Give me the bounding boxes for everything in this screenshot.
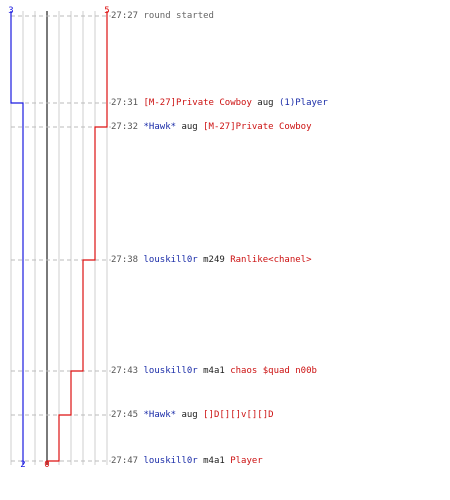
event-row: 27:32 *Hawk* aug [M-27]Private Cowboy (111, 121, 312, 133)
event-time: 27:31 (111, 98, 139, 108)
event-text: [M-27]Private Cowboy (143, 98, 252, 108)
event-row: 27:43 louskill0r m4a1 chaos $quad n00b (111, 365, 317, 377)
event-text: m249 (197, 255, 231, 265)
red-team-start-count: 5 (104, 6, 109, 16)
event-text: m4a1 (197, 456, 231, 466)
event-text: (1)Player (278, 98, 328, 108)
event-time: 27:47 (111, 456, 139, 466)
event-text: aug (176, 122, 204, 132)
event-text: *Hawk* (143, 122, 177, 132)
event-text: [M-27]Private Cowboy (203, 122, 312, 132)
event-time: 27:38 (111, 255, 139, 265)
red-team-end-count: 0 (44, 460, 49, 470)
event-text: []D[][]v[][]D (203, 410, 274, 420)
event-row: 27:45 *Hawk* aug []D[][]v[][]D (111, 409, 274, 421)
blue-team-count-line (10, 11, 24, 465)
event-row: 27:27 round started (111, 10, 214, 22)
event-text: chaos $quad n00b (230, 366, 317, 376)
event-time: 27:32 (111, 122, 139, 132)
blue-team-end-count: 2 (20, 460, 25, 470)
event-text: aug (251, 98, 279, 108)
event-text: aug (176, 410, 204, 420)
event-row: 27:31 [M-27]Private Cowboy aug (1)Player (111, 97, 328, 109)
red-team-count-line (46, 11, 108, 465)
event-text: Player (230, 456, 263, 466)
event-row: 27:38 louskill0r m249 Ranlike<chanel> (111, 254, 312, 266)
event-time: 27:43 (111, 366, 139, 376)
event-time: 27:27 (111, 11, 139, 21)
event-text: m4a1 (197, 366, 231, 376)
event-text: louskill0r (143, 366, 198, 376)
event-row: 27:47 louskill0r m4a1 Player (111, 455, 263, 467)
event-text: Ranlike<chanel> (230, 255, 312, 265)
event-text: louskill0r (143, 456, 198, 466)
event-time: 27:45 (111, 410, 139, 420)
event-text: louskill0r (143, 255, 198, 265)
blue-team-start-count: 3 (8, 6, 13, 16)
event-text: *Hawk* (143, 410, 177, 420)
event-text: round started (143, 11, 214, 21)
